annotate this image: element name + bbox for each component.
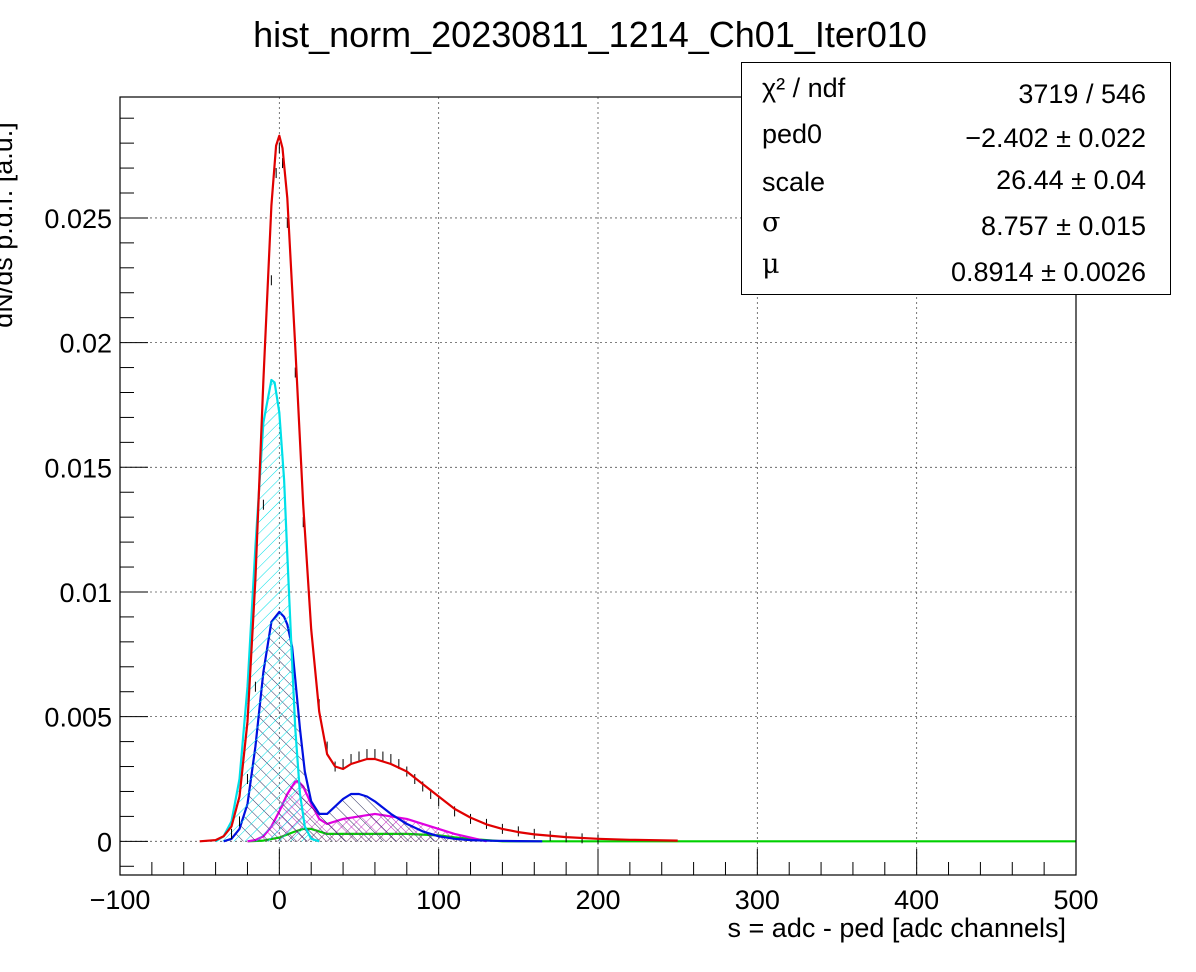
y-tick-label-3: 0.015	[44, 453, 112, 483]
x-tick-label-3: 200	[575, 885, 620, 915]
stats-value-sigma: 8.757 ± 0.015	[981, 211, 1146, 241]
y-tick-label-5: 0.025	[44, 204, 112, 234]
y-tick-label-4: 0.02	[59, 329, 112, 359]
stats-row-ped0: ped0 −2.402 ± 0.022	[742, 115, 1170, 161]
x-tick-label-2: 100	[416, 885, 461, 915]
y-tick-label-1: 0.005	[44, 703, 112, 733]
stats-value-chi2: 3719 / 546	[1018, 79, 1146, 109]
x-tick-label-4: 300	[735, 885, 780, 915]
stats-label-mu: μ	[762, 249, 780, 280]
x-tick-label-5: 400	[894, 885, 939, 915]
stats-label-chi2: χ² / ndf	[762, 73, 846, 103]
y-tick-label-0: 0	[97, 827, 112, 857]
x-tick-label-0: −100	[90, 885, 151, 915]
x-tick-label-6: 500	[1053, 885, 1098, 915]
component-0pe-area	[215, 380, 320, 842]
series-group	[199, 134, 1076, 845]
y-axis-label: dN/ds p.d.f. [a.u.]	[0, 122, 18, 328]
stats-value-ped0: −2.402 ± 0.022	[965, 123, 1146, 153]
stats-label-scale: scale	[762, 167, 826, 197]
fit-total-line	[199, 134, 678, 843]
stats-value-mu: 0.8914 ± 0.0026	[951, 257, 1146, 287]
stats-row-sigma: σ 8.757 ± 0.015	[742, 205, 1170, 251]
stats-label-ped0: ped0	[762, 119, 823, 149]
stats-box: χ² / ndf 3719 / 546 ped0 −2.402 ± 0.022 …	[741, 62, 1171, 295]
x-tick-label-1: 0	[272, 885, 287, 915]
axes: −100 0 100 200 300 400 500 0 0.005 0.01 0.015 0.02 0…	[44, 117, 1099, 915]
chart-title: hist_norm_20230811_1214_Ch01_Iter010	[253, 14, 927, 55]
stats-value-scale: 26.44 ± 0.04	[996, 165, 1146, 195]
component-0pe-line	[215, 378, 320, 843]
x-axis-label: s = adc - ped [adc channels]	[728, 913, 1066, 943]
component-1pe-area	[223, 611, 543, 842]
stats-row-scale: scale 26.44 ± 0.04	[742, 161, 1170, 207]
stats-label-sigma: σ	[762, 207, 781, 238]
y-tick-label-2: 0.01	[59, 578, 112, 608]
stats-row-chi2: χ² / ndf 3719 / 546	[742, 69, 1170, 115]
stats-row-mu: μ 0.8914 ± 0.0026	[742, 249, 1170, 295]
